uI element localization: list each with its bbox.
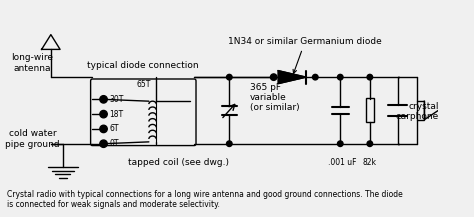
- Text: 82k: 82k: [363, 158, 377, 167]
- Circle shape: [227, 141, 232, 146]
- Text: Crystal radio with typical connections for a long wire antenna and good ground c: Crystal radio with typical connections f…: [8, 190, 403, 209]
- Circle shape: [100, 140, 107, 147]
- Text: 1N34 or similar Germanium diode: 1N34 or similar Germanium diode: [228, 37, 382, 73]
- Text: long-wire
antenna: long-wire antenna: [11, 53, 54, 72]
- Text: 0T: 0T: [109, 139, 118, 148]
- Text: typical diode connection: typical diode connection: [88, 61, 199, 70]
- Text: 18T: 18T: [109, 110, 123, 119]
- Circle shape: [337, 141, 343, 146]
- Circle shape: [337, 74, 343, 80]
- Text: cold water
pipe ground: cold water pipe ground: [5, 129, 60, 149]
- Circle shape: [227, 74, 232, 80]
- Circle shape: [312, 74, 318, 80]
- Circle shape: [271, 74, 277, 80]
- Bar: [417, 101, 424, 120]
- Text: 65T: 65T: [136, 80, 151, 89]
- Polygon shape: [278, 71, 306, 84]
- Text: .001 uF: .001 uF: [328, 158, 356, 167]
- Bar: [366, 99, 374, 122]
- Circle shape: [100, 110, 107, 118]
- Text: 6T: 6T: [109, 124, 118, 133]
- Text: 365 pF
variable
(or similar): 365 pF variable (or similar): [250, 83, 299, 112]
- Circle shape: [367, 74, 373, 80]
- Circle shape: [100, 125, 107, 133]
- Text: crystal
earphone: crystal earphone: [396, 102, 439, 121]
- Circle shape: [367, 141, 373, 146]
- Circle shape: [100, 96, 107, 103]
- Text: 30T: 30T: [109, 95, 123, 104]
- Text: tapped coil (see dwg.): tapped coil (see dwg.): [128, 158, 229, 167]
